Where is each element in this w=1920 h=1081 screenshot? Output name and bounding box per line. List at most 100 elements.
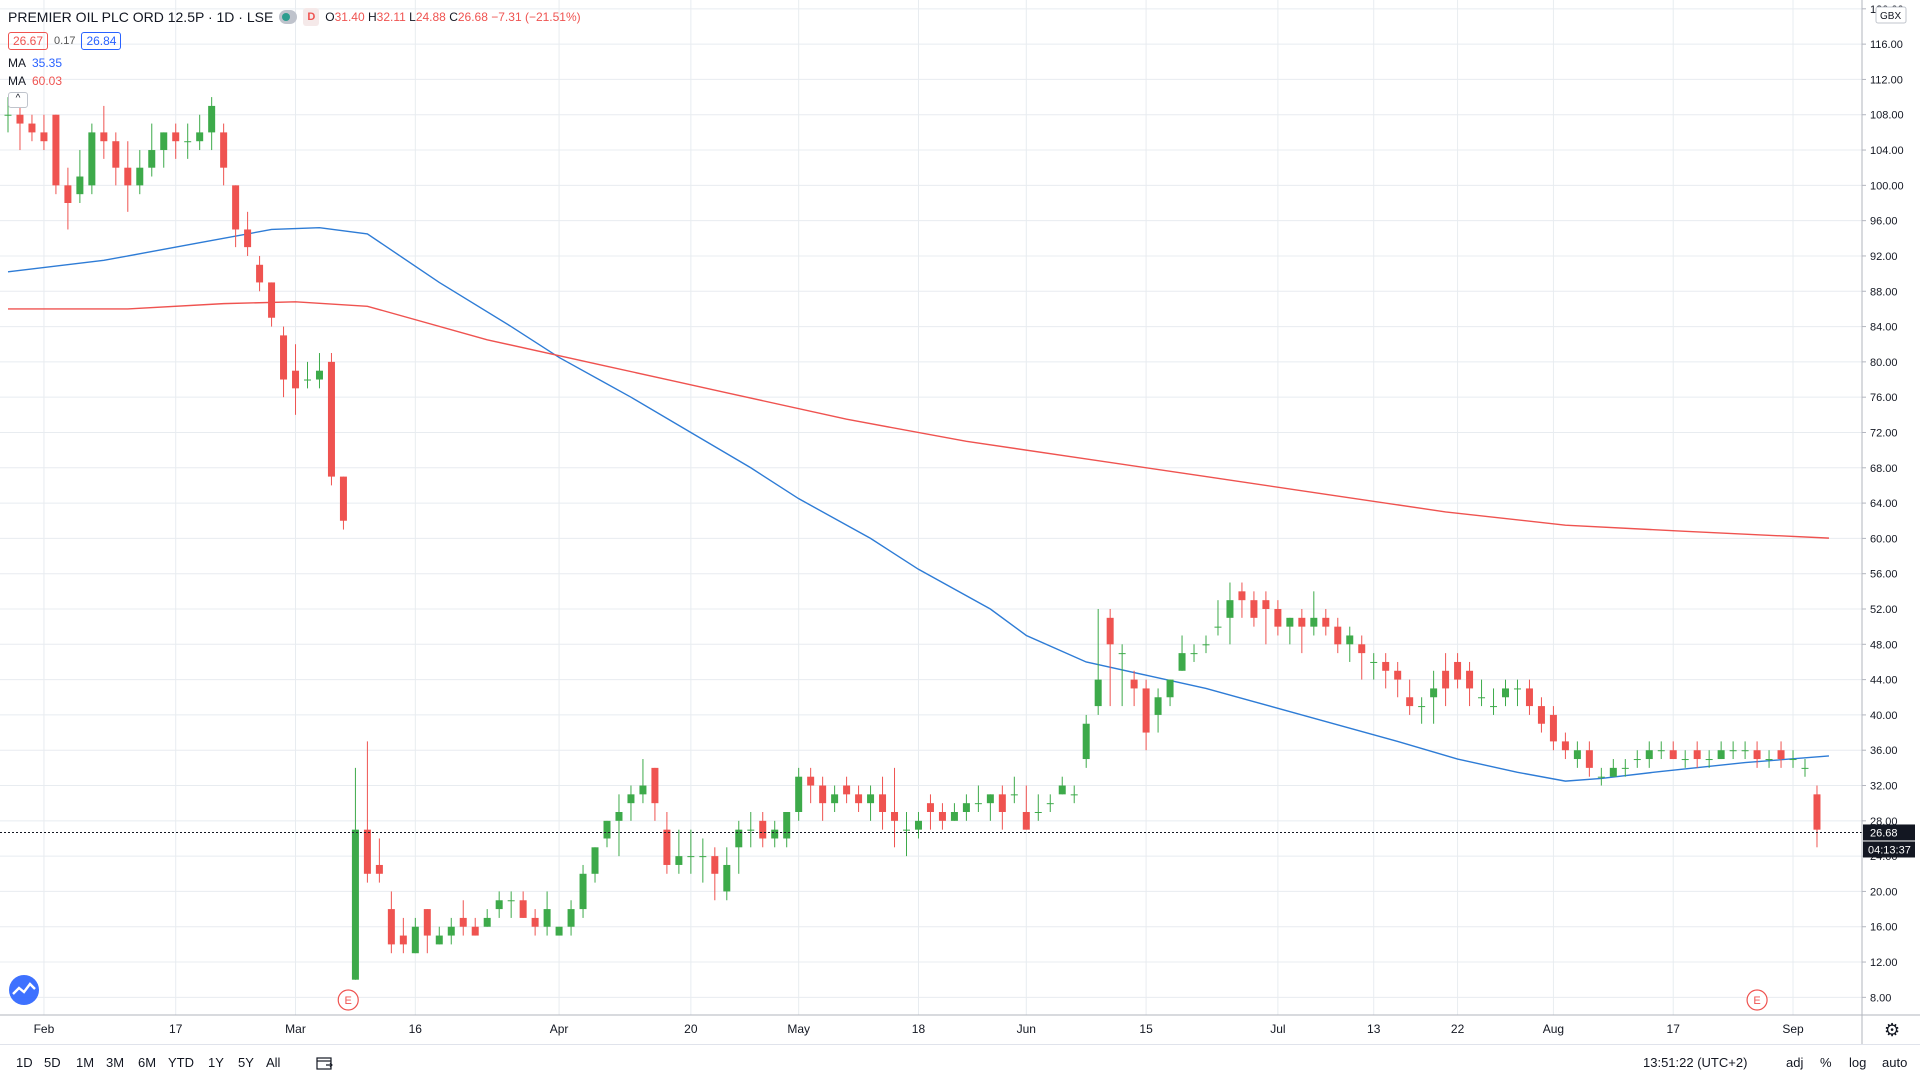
- candle: [124, 141, 132, 212]
- price-tick-label: 88.00: [1870, 286, 1898, 298]
- candle: [1561, 732, 1569, 760]
- candle: [1250, 591, 1258, 627]
- goto-date-icon[interactable]: [316, 1055, 334, 1074]
- countdown-badge: [1863, 841, 1915, 858]
- earnings-event-icon: [337, 989, 359, 1011]
- candle-body: [567, 909, 575, 927]
- ma-slow-legend[interactable]: MA 60.03: [8, 72, 581, 90]
- range-button-1d[interactable]: 1D: [16, 1055, 33, 1070]
- earnings-event-label: E: [1753, 995, 1760, 1007]
- candle: [807, 767, 815, 804]
- price-tick-label: 40.00: [1870, 710, 1898, 722]
- symbol-title[interactable]: PREMIER OIL PLC ORD 12.5P · 1D · LSE: [8, 9, 274, 25]
- log-toggle[interactable]: log: [1849, 1055, 1867, 1070]
- candle: [1310, 591, 1318, 636]
- candle-body: [495, 900, 503, 910]
- candle-body: [471, 926, 479, 936]
- range-button-3m[interactable]: 3M: [106, 1055, 125, 1070]
- candle: [1573, 741, 1581, 768]
- candle-body: [1346, 635, 1354, 645]
- range-button-all[interactable]: All: [266, 1055, 281, 1070]
- candle-body: [938, 812, 946, 821]
- candle: [184, 123, 192, 159]
- price-tick-label: 12.00: [1870, 957, 1898, 969]
- price-chart[interactable]: 120.00116.00112.00108.00104.00100.0096.0…: [0, 0, 1920, 1044]
- candle-body: [1406, 697, 1414, 707]
- candle: [998, 785, 1006, 830]
- legend-ohlc-row: PREMIER OIL PLC ORD 12.5P · 1D · LSE D O…: [8, 8, 581, 26]
- candle-body: [974, 803, 982, 805]
- adjust-toggle[interactable]: adj: [1786, 1055, 1804, 1070]
- price-axis[interactable]: 120.00116.00112.00108.00104.00100.0096.0…: [1861, 0, 1915, 1044]
- candle: [1346, 626, 1354, 662]
- candle-body: [735, 829, 743, 848]
- candle: [962, 794, 970, 821]
- candle-body: [771, 829, 779, 839]
- candle-body: [1250, 600, 1258, 618]
- price-tick-label: 32.00: [1870, 781, 1898, 793]
- time-axis[interactable]: Feb 17 Mar 16 Apr 20 May 18 Jun 15 Jul 13 22 Aug 17 Sep: [0, 1014, 1920, 1036]
- candle-body: [783, 812, 791, 839]
- candle-body: [184, 141, 192, 143]
- range-button-1y[interactable]: 1Y: [208, 1055, 224, 1070]
- candle: [1106, 609, 1114, 707]
- candle: [375, 838, 383, 883]
- candle-body: [1418, 706, 1426, 708]
- bottom-toolbar: 1D 5D 1M 3M 6M YTD 1Y 5Y All 13:51:22 (UTC+2) ad…: [0, 1044, 1920, 1081]
- candle-body: [28, 123, 36, 133]
- range-button-5d[interactable]: 5D: [44, 1055, 61, 1070]
- ma-fast-legend[interactable]: MA 35.35: [8, 54, 581, 72]
- candle: [315, 353, 323, 389]
- candle-body: [1178, 653, 1186, 671]
- candle-body: [1106, 617, 1114, 645]
- auto-toggle[interactable]: auto: [1882, 1055, 1908, 1070]
- percent-toggle[interactable]: %: [1820, 1055, 1832, 1070]
- collapse-legend-button[interactable]: ^: [8, 92, 28, 108]
- candle-body: [1262, 600, 1270, 609]
- price-tick-label: 44.00: [1870, 675, 1898, 687]
- clock-time[interactable]: 13:51:22 (UTC+2): [1643, 1055, 1748, 1070]
- candle-body: [244, 229, 252, 248]
- range-button-5y[interactable]: 5Y: [238, 1055, 254, 1070]
- candle-body: [1681, 759, 1689, 761]
- range-button-6m[interactable]: 6M: [138, 1055, 157, 1070]
- candle-body: [914, 820, 922, 830]
- candle-body: [1430, 688, 1438, 698]
- candle-body: [699, 856, 707, 858]
- time-tick-label: Aug: [1543, 1022, 1564, 1036]
- candle-body: [1801, 767, 1809, 769]
- range-button-1m[interactable]: 1M: [76, 1055, 95, 1070]
- candle-body: [543, 909, 551, 927]
- candle: [926, 794, 934, 830]
- candle-body: [1382, 661, 1390, 671]
- bid-box[interactable]: 26.67: [8, 32, 49, 50]
- candle-body: [1609, 767, 1617, 777]
- candle: [1274, 600, 1282, 636]
- price-tick-label: 48.00: [1870, 639, 1898, 651]
- candle: [1382, 653, 1390, 689]
- candle-body: [747, 829, 755, 831]
- candle-body: [1717, 750, 1725, 760]
- candle: [1513, 679, 1521, 707]
- candle: [1525, 679, 1533, 715]
- candle: [1358, 635, 1366, 680]
- candle: [1190, 644, 1198, 662]
- ask-box[interactable]: 26.84: [81, 32, 122, 50]
- candle-body: [1334, 626, 1342, 645]
- candle-body: [399, 935, 407, 945]
- candle-body: [339, 476, 347, 521]
- candle-body: [663, 829, 671, 865]
- tradingview-logo-icon[interactable]: [9, 975, 39, 1005]
- candle-body: [1537, 706, 1545, 724]
- candle: [1238, 582, 1246, 618]
- candle-body: [1621, 767, 1629, 769]
- candle: [783, 812, 791, 848]
- open-label: O: [325, 10, 335, 24]
- range-button-ytd[interactable]: YTD: [168, 1055, 194, 1070]
- candle-body: [1022, 812, 1030, 830]
- candle: [1286, 617, 1294, 645]
- candle: [1681, 750, 1689, 768]
- candle: [208, 97, 216, 151]
- candle: [1442, 653, 1450, 707]
- candle: [1633, 750, 1641, 768]
